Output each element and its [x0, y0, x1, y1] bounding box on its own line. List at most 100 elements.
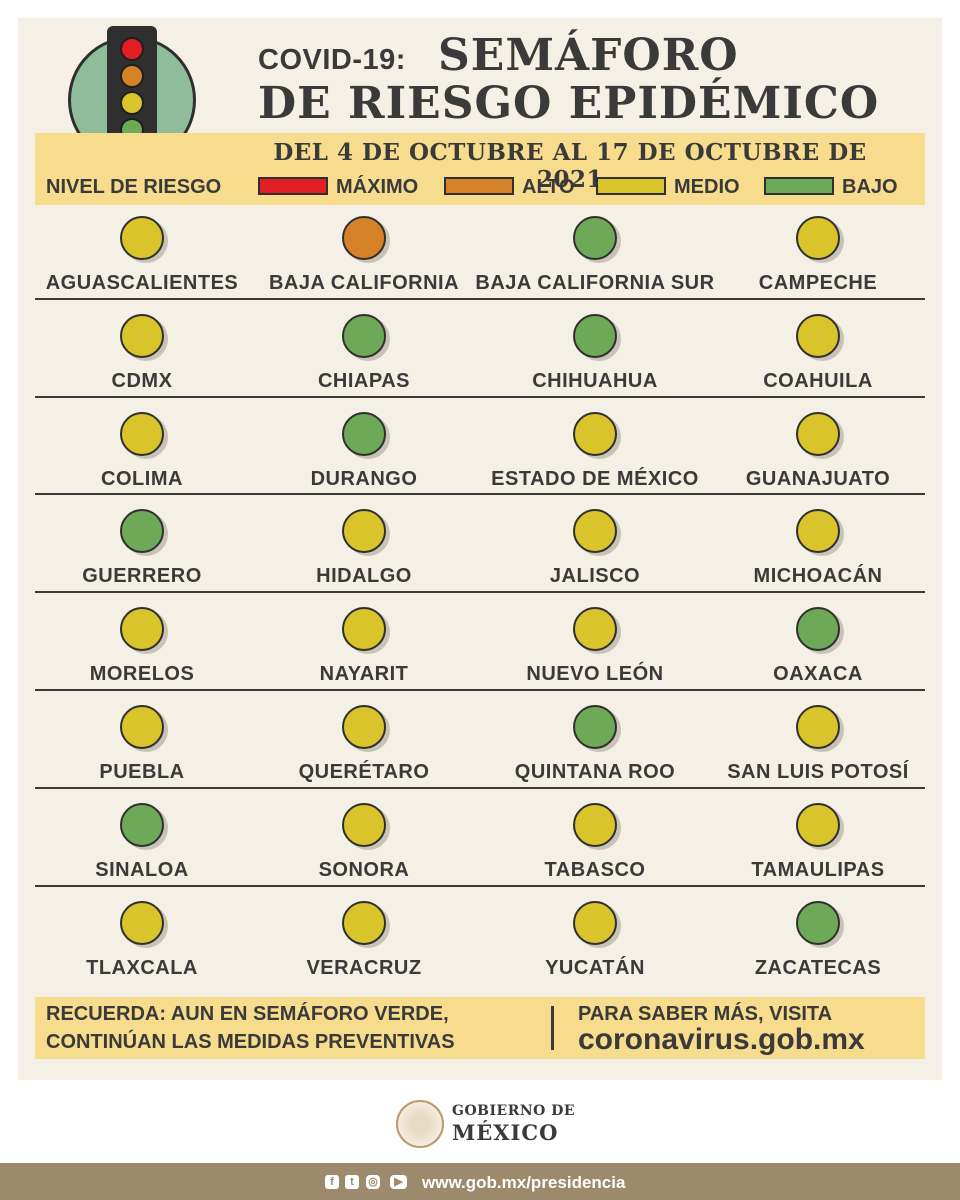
state-indicator-icon — [573, 411, 617, 456]
twitter-icon[interactable]: t — [345, 1175, 359, 1189]
national-seal-icon — [396, 1100, 444, 1148]
title-line2: DE RIESGO EPIDÉMICO — [258, 78, 880, 129]
state-name: SAN LUIS POTOSÍ — [727, 761, 909, 783]
state-indicator-icon — [796, 216, 840, 260]
state-name: HIDALGO — [316, 565, 412, 588]
row-divider — [35, 786, 925, 789]
state-name: OAXACA — [773, 663, 863, 686]
state-name: COAHUILA — [763, 369, 873, 392]
title-prefix: COVID-19: — [258, 44, 406, 76]
state-indicator-icon — [573, 802, 617, 847]
state-name: BAJA CALIFORNIA SUR — [475, 272, 715, 294]
row-divider — [35, 297, 925, 300]
state-name: COLIMA — [101, 467, 183, 490]
traffic-light-yellow-lamp — [120, 91, 144, 115]
presidencia-url[interactable]: www.gob.mx/presidencia — [422, 1173, 626, 1192]
state-indicator-icon — [342, 411, 386, 456]
more-info-text: PARA SABER MÁS, VISITA — [578, 1003, 833, 1025]
state-name: AGUASCALIENTES — [45, 272, 239, 294]
state-indicator-icon — [573, 607, 617, 652]
footer-band — [35, 997, 925, 1059]
legend-swatch-alto — [444, 177, 514, 195]
state-indicator-icon — [120, 411, 164, 456]
state-name: CDMX — [111, 369, 173, 392]
state-indicator-icon — [342, 802, 386, 847]
state-indicator-icon — [342, 607, 386, 652]
state-indicator-icon — [342, 216, 386, 260]
state-indicator-icon — [573, 216, 617, 260]
legend-swatch-bajo — [764, 177, 834, 195]
state-name: MICHOACÁN — [753, 565, 883, 588]
facebook-icon[interactable]: f — [325, 1175, 339, 1189]
state-indicator-icon — [796, 607, 840, 652]
bottom-bar — [0, 1163, 960, 1200]
state-name: SINALOA — [95, 858, 189, 881]
state-indicator-icon — [796, 313, 840, 358]
state-name: DURANGO — [310, 467, 418, 490]
state-name: GUANAJUATO — [745, 467, 891, 490]
state-name: GUERRERO — [82, 565, 202, 588]
state-indicator-icon — [573, 705, 617, 749]
state-indicator-icon — [796, 705, 840, 749]
traffic-light-red-lamp — [120, 37, 144, 61]
government-line1: GOBIERNO DE — [452, 1103, 576, 1119]
state-name: NAYARIT — [319, 663, 409, 686]
state-indicator-icon — [120, 607, 164, 652]
state-indicator-icon — [573, 313, 617, 358]
state-indicator-icon — [796, 509, 840, 554]
row-divider — [35, 689, 925, 691]
row-divider — [35, 395, 925, 398]
state-indicator-icon — [796, 900, 840, 945]
state-name: TLAXCALA — [86, 956, 198, 979]
reminder-bold: RECUERDA: — [46, 1003, 166, 1025]
state-name: CAMPECHE — [758, 272, 878, 294]
row-divider — [35, 884, 925, 887]
state-name: MORELOS — [89, 663, 195, 686]
reminder-text: AUN EN SEMÁFORO VERDE, — [170, 1003, 449, 1025]
state-name: NUEVO LEÓN — [526, 663, 664, 686]
state-indicator-icon — [342, 313, 386, 358]
state-indicator-icon — [120, 705, 164, 749]
state-indicator-icon — [120, 313, 164, 358]
state-name: SONORA — [318, 858, 410, 881]
state-name: VERACRUZ — [306, 956, 422, 979]
state-indicator-icon — [796, 802, 840, 847]
state-indicator-icon — [120, 900, 164, 945]
row-divider — [35, 493, 925, 496]
state-indicator-icon — [120, 509, 164, 554]
footer-divider — [551, 1006, 554, 1050]
government-line2: MÉXICO — [452, 1120, 559, 1145]
state-name: TAMAULIPAS — [751, 858, 885, 881]
state-name: JALISCO — [549, 565, 641, 588]
state-name: CHIHUAHUA — [532, 369, 658, 392]
state-name: TABASCO — [544, 858, 646, 881]
legend-label-bajo: BAJO — [842, 176, 898, 198]
state-name: CHIAPAS — [317, 369, 411, 392]
state-name: BAJA CALIFORNIA — [268, 272, 460, 294]
state-name: ESTADO DE MÉXICO — [491, 467, 699, 490]
state-indicator-icon — [796, 411, 840, 456]
state-indicator-icon — [120, 216, 164, 260]
legend-label-maximo: MÁXIMO — [336, 176, 419, 198]
legend-title: NIVEL DE RIESGO — [46, 176, 222, 198]
instagram-icon[interactable]: ◎ — [366, 1175, 380, 1189]
state-name: YUCATÁN — [545, 956, 645, 979]
date-range: DEL 4 DE OCTUBRE AL 17 DE OCTUBRE DE 202… — [273, 139, 867, 193]
title-line1: SEMÁFORO — [438, 30, 739, 81]
state-name: QUINTANA ROO — [514, 761, 676, 783]
state-name: ZACATECAS — [754, 956, 882, 979]
legend-swatch-maximo — [258, 177, 328, 195]
youtube-icon[interactable]: ▶ — [390, 1175, 407, 1189]
state-name: QUERÉTARO — [298, 761, 430, 783]
state-name: PUEBLA — [99, 761, 185, 783]
state-indicator-icon — [120, 802, 164, 847]
legend-label-alto: ALTO — [522, 176, 575, 198]
coronavirus-site-link[interactable]: coronavirus.gob.mx — [578, 1023, 865, 1056]
state-indicator-icon — [342, 900, 386, 945]
row-divider — [35, 591, 925, 594]
legend-label-medio: MEDIO — [674, 176, 740, 198]
state-indicator-icon — [342, 705, 386, 749]
state-indicator-icon — [573, 900, 617, 945]
state-indicator-icon — [573, 509, 617, 554]
legend-swatch-medio — [596, 177, 666, 195]
